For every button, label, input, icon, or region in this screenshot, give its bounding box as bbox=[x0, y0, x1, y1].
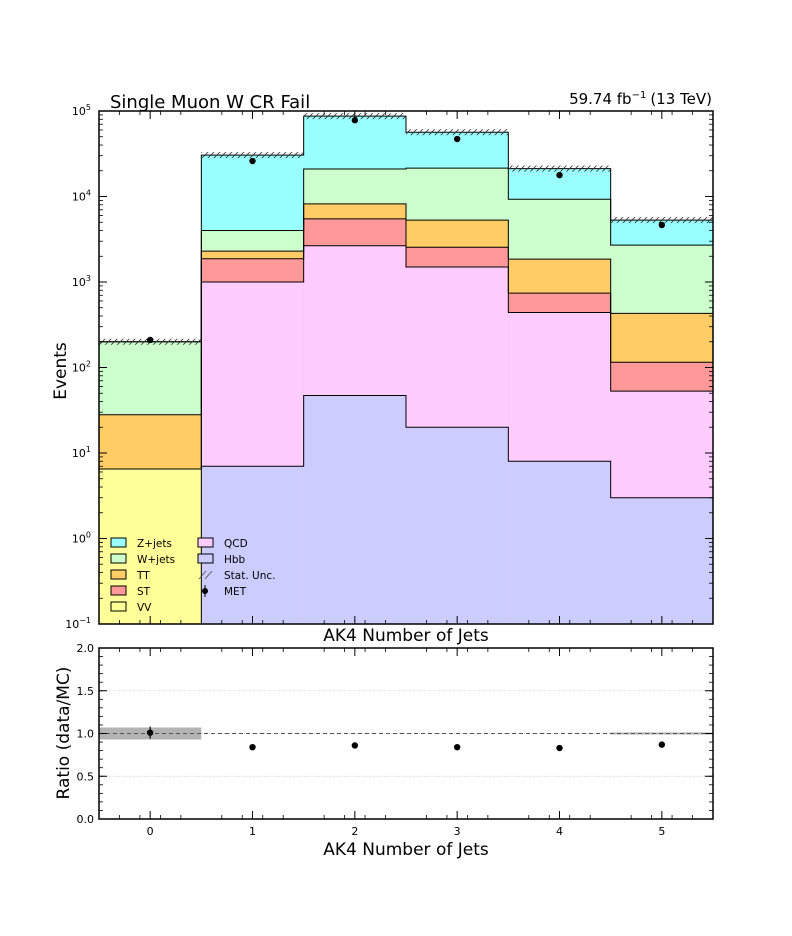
legend-entry-stat-unc-: Stat. Unc. bbox=[198, 570, 275, 582]
legend-entry-vv: VV bbox=[110, 601, 152, 614]
xtick-label-4: 4 bbox=[556, 825, 563, 838]
bar-hbb-3 bbox=[406, 427, 509, 624]
data-point-3 bbox=[453, 135, 461, 143]
main-ytick-label: 103 bbox=[72, 274, 91, 289]
legend: Z+jets W+jets TT ST VV QCD Hbb Stat. Unc. MET bbox=[110, 537, 275, 614]
ratio-xlabel: AK4 Number of Jets bbox=[323, 840, 489, 860]
svg-text:Z+jets: Z+jets bbox=[137, 538, 172, 550]
xtick-label-0: 0 bbox=[147, 825, 154, 838]
main-ytick-label: 101 bbox=[72, 445, 91, 460]
ratio-point-0 bbox=[146, 729, 154, 736]
legend-entry-qcd: QCD bbox=[197, 537, 248, 550]
svg-text:MET: MET bbox=[224, 586, 247, 598]
data-point-2 bbox=[351, 117, 359, 124]
ratio-point-2 bbox=[351, 742, 359, 749]
bar-hbb-5 bbox=[610, 497, 713, 624]
svg-text:TT: TT bbox=[136, 570, 150, 582]
main-ylabel: Events bbox=[51, 342, 71, 400]
svg-text:ST: ST bbox=[137, 586, 151, 598]
stat-unc-4 bbox=[508, 165, 611, 172]
bar-hbb-1 bbox=[201, 466, 304, 624]
data-point-4 bbox=[556, 171, 563, 179]
ratio-axes: 0.0 0.5 1.0 1.5 2.0 0 1 2 3 4 5 bbox=[77, 642, 714, 838]
main-axes: 10−1 100 101 102 103 104 105 bbox=[65, 103, 714, 631]
legend-entry-hbb: Hbb bbox=[197, 553, 246, 566]
stat-unc-1 bbox=[201, 152, 304, 159]
legend-entry-met: MET bbox=[202, 585, 247, 598]
bar-hbb-4 bbox=[508, 461, 611, 624]
legend-entry-z-jets: Z+jets bbox=[110, 537, 172, 550]
svg-text:W+jets: W+jets bbox=[137, 554, 175, 566]
svg-text:Stat. Unc.: Stat. Unc. bbox=[224, 570, 275, 582]
main-ytick-label: 105 bbox=[72, 103, 91, 118]
bar-hbb-2 bbox=[303, 395, 406, 624]
stack-layers bbox=[99, 115, 713, 624]
legend-entry-st: ST bbox=[110, 585, 151, 598]
ratio-ytick-label: 1.5 bbox=[77, 685, 95, 698]
main-ytick-label: 100 bbox=[72, 531, 91, 546]
xtick-label-2: 2 bbox=[351, 825, 358, 838]
ratio-ytick-label: 1.0 bbox=[77, 728, 95, 741]
xtick-label-5: 5 bbox=[658, 825, 665, 838]
step-z-jets bbox=[99, 115, 713, 343]
ratio-ylabel: Ratio (data/MC) bbox=[54, 667, 74, 800]
ratio-point-1 bbox=[249, 743, 256, 751]
main-xlabel: AK4 Number of Jets bbox=[323, 626, 489, 646]
ratio-ytick-label: 2.0 bbox=[77, 642, 95, 655]
ratio-ytick-label: 0.0 bbox=[77, 813, 95, 826]
data-point-1 bbox=[249, 157, 256, 165]
legend-entry-w-jets: W+jets bbox=[110, 553, 175, 566]
svg-text:Hbb: Hbb bbox=[224, 554, 246, 566]
data-points bbox=[146, 117, 666, 344]
stat-unc-3 bbox=[406, 129, 509, 136]
svg-text:QCD: QCD bbox=[224, 538, 248, 550]
ratio-point-5 bbox=[658, 741, 666, 748]
main-ytick-label: 104 bbox=[72, 189, 91, 204]
stat-unc-5 bbox=[610, 217, 713, 224]
main-ytick-label: 102 bbox=[72, 360, 91, 375]
svg-text:VV: VV bbox=[137, 602, 152, 614]
data-point-0 bbox=[146, 336, 154, 344]
luminosity-label: 59.74 fb−1 (13 TeV) bbox=[569, 90, 712, 108]
chart-title: Single Muon W CR Fail bbox=[110, 92, 310, 113]
xtick-label-1: 1 bbox=[249, 825, 256, 838]
ratio-ytick-label: 0.5 bbox=[77, 770, 95, 783]
ratio-points bbox=[146, 726, 666, 752]
ratio-point-3 bbox=[453, 743, 461, 751]
step-vv bbox=[99, 468, 202, 624]
legend-entry-tt: TT bbox=[110, 569, 150, 582]
data-point-5 bbox=[658, 221, 666, 229]
ratio-point-4 bbox=[556, 744, 563, 752]
xtick-label-3: 3 bbox=[454, 825, 461, 838]
main-ytick-label: 10−1 bbox=[65, 616, 91, 631]
